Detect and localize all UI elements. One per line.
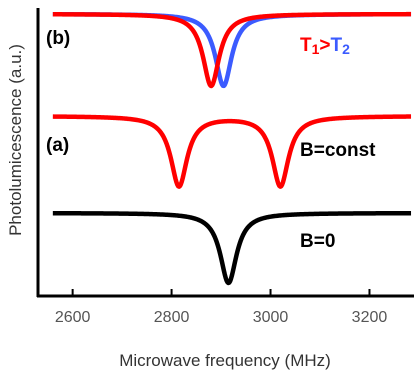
annotation-part: B=0 [300, 231, 335, 252]
x-axis-ticks: 2600 2800 3000 3200 [55, 289, 388, 326]
panel-annotation: T1>T2 [300, 35, 350, 57]
series-line-panel1-0 [51, 114, 413, 189]
annotation-part: 2 [342, 41, 350, 57]
plot-area [51, 11, 413, 286]
panel-annotation: B=0 [300, 231, 335, 252]
x-tick-label: 2600 [55, 309, 91, 326]
annotation-part: T [300, 35, 312, 56]
panel-label: (a) [46, 135, 69, 156]
annotation-part: > [319, 35, 330, 56]
annotation-part: T [331, 35, 343, 56]
annotation-part: 1 [312, 41, 320, 57]
panel-annotation: B=const [300, 140, 376, 161]
series-line-panel0-1 [51, 11, 413, 89]
x-tick-label: 3200 [352, 309, 388, 326]
y-axis-title: Photolumicescence (a.u.) [6, 44, 25, 236]
x-axis-title: Microwave frequency (MHz) [119, 351, 331, 370]
x-tick-label: 3000 [253, 309, 289, 326]
annotation-part: B=const [300, 140, 376, 161]
axes [36, 8, 414, 298]
panel-label: (b) [46, 28, 70, 49]
series-line-panel2-0 [51, 210, 413, 286]
x-tick-label: 2800 [154, 309, 190, 326]
